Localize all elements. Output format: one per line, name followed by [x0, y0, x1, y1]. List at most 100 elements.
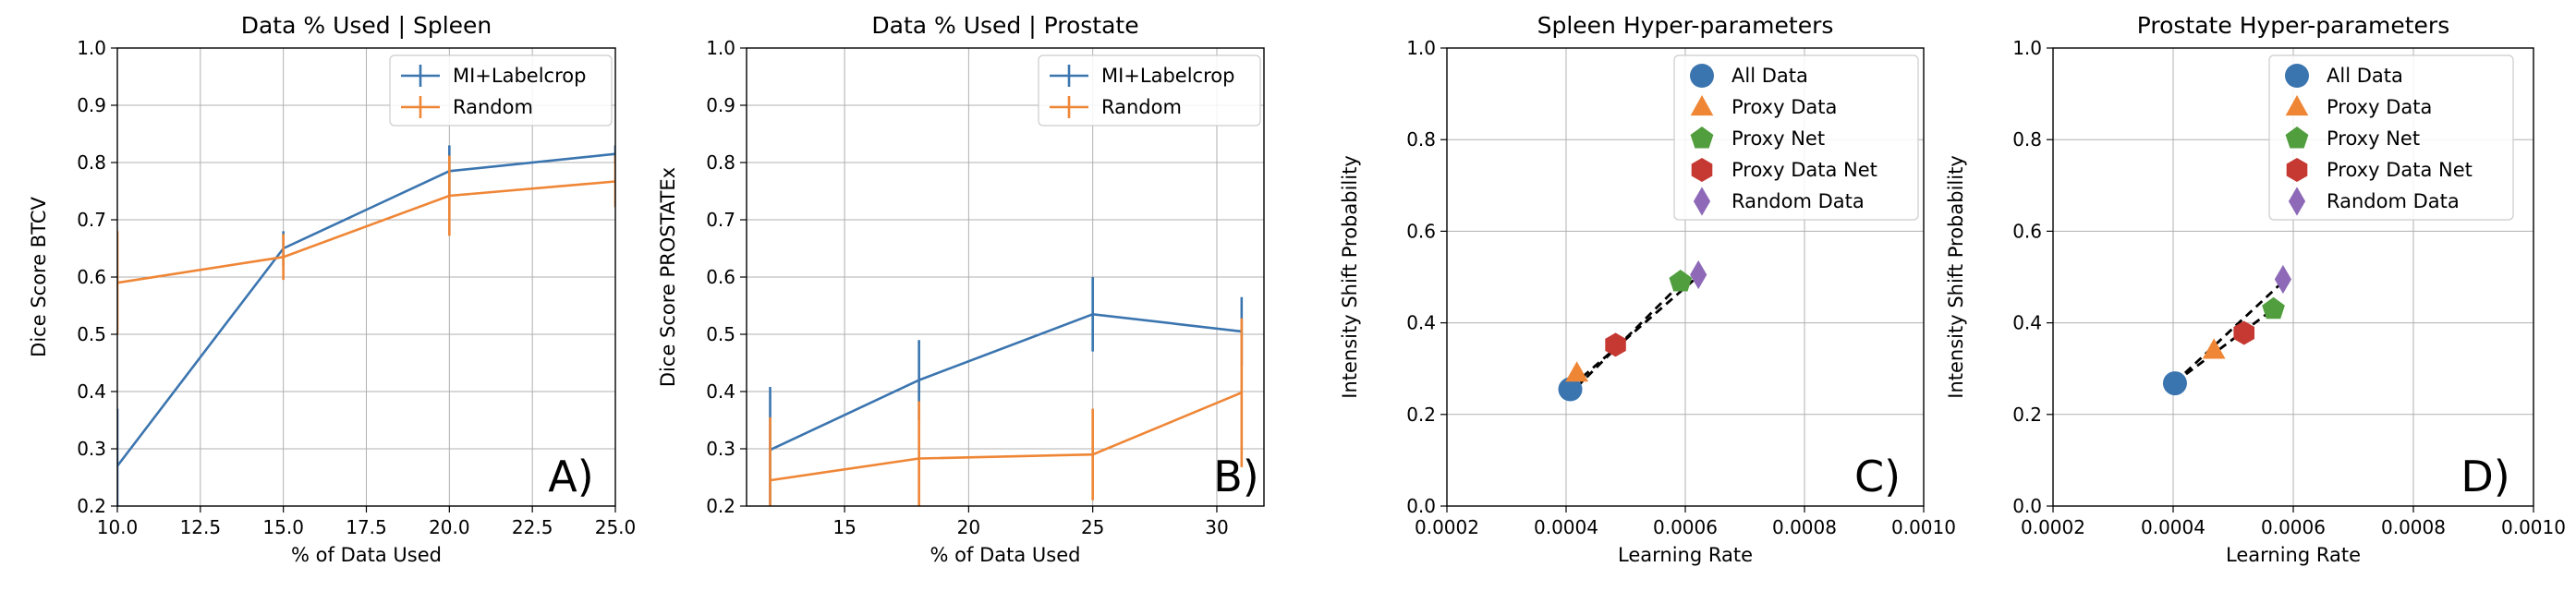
legend-label: MI+Labelcrop: [453, 65, 586, 87]
x-tick-label: 0.0010: [1891, 516, 1956, 538]
dashed-trend-line: [2173, 280, 2284, 384]
chart-panel-2: 15 20 25 30 0.2 0.3 0.4 0.5 0.6 0.7 0.8 0.9 1.0 Data …: [657, 12, 1265, 566]
legend-marker: [1690, 95, 1714, 116]
y-axis-label: Intensity Shift Probability: [1945, 155, 1967, 399]
legend-box: [389, 54, 613, 127]
legend-label: Proxy Data Net: [1732, 159, 1877, 181]
x-tick-label: 0.0002: [2021, 516, 2085, 538]
legend-label: Proxy Data Net: [2327, 159, 2473, 181]
legend-box: [2268, 54, 2514, 221]
legend: MI+Labelcrop Random: [389, 54, 613, 127]
y-tick-label: 0.0: [2012, 495, 2042, 517]
series-line-random: [117, 180, 615, 284]
y-tick-label: 0.2: [1406, 404, 1436, 426]
legend-label: Random Data: [1732, 190, 1865, 212]
y-tick-label: 1.0: [77, 37, 106, 59]
y-axis-label: Dice Score BTCV: [28, 197, 50, 357]
plot-area: [117, 145, 615, 506]
axes-frame: [1446, 47, 1925, 507]
plot-area: [1558, 259, 1707, 402]
chart-panel-3: 0.0002 0.0004 0.0006 0.0008 0.0010 0.0 0.2 0.4 0…: [1339, 12, 1956, 566]
scatter-point-proxy-data-net: [2233, 320, 2254, 345]
y-tick-label: 0.4: [1406, 312, 1436, 334]
chart-title: Data % Used | Spleen: [241, 12, 492, 39]
legend-box: [1038, 54, 1261, 127]
y-tick-label: 0.2: [77, 495, 106, 517]
panel-letter: D): [2461, 452, 2509, 501]
x-axis-label: Learning Rate: [1618, 544, 1753, 566]
x-tick-label: 25.0: [595, 516, 637, 538]
legend-label: MI+Labelcrop: [1101, 65, 1234, 87]
scatter-point-proxy-data: [1565, 361, 1588, 382]
y-tick-label: 0.2: [2012, 404, 2042, 426]
x-axis-label: Learning Rate: [2226, 544, 2361, 566]
x-tick-label: 25: [1081, 516, 1104, 538]
scatter-point-all-data: [1558, 377, 1583, 402]
legend-marker: [2286, 158, 2308, 182]
panel-letter: C): [1854, 452, 1901, 501]
legend-box: [1673, 54, 1919, 221]
legend-marker: [1691, 158, 1713, 182]
scatter-point-proxy-net: [1669, 270, 1693, 292]
legend-label: Proxy Net: [2327, 127, 2420, 150]
legend-marker: [1690, 64, 1714, 88]
y-tick-label: 1.0: [1406, 37, 1436, 59]
legend-label: Proxy Data: [1732, 96, 1837, 118]
x-tick-label: 0.0004: [2141, 516, 2205, 538]
legend-marker: [2288, 187, 2306, 216]
y-tick-label: 0.4: [2012, 312, 2042, 334]
x-tick-label: 30: [1205, 516, 1228, 538]
y-tick-label: 0.9: [77, 94, 106, 116]
x-tick-label: 20.0: [429, 516, 470, 538]
axes-frame: [746, 47, 1265, 507]
x-tick-label: 22.5: [512, 516, 553, 538]
scatter-point-random-data: [1690, 259, 1707, 290]
y-tick-label: 0.6: [77, 266, 106, 288]
x-tick-label: 0.0010: [2501, 516, 2566, 538]
y-tick-label: 1.0: [706, 37, 735, 59]
y-tick-label: 0.6: [1406, 220, 1436, 242]
y-axis-label: Dice Score PROSTATEx: [657, 167, 679, 387]
legend-marker: [2285, 64, 2309, 88]
legend-marker: [1690, 127, 1714, 149]
dashed-trend-line: [1571, 275, 1698, 388]
y-tick-label: 0.7: [77, 209, 106, 231]
legend-marker: [2285, 127, 2309, 149]
legend-marker: [2285, 95, 2309, 116]
dashed-trend-line: [2174, 308, 2275, 384]
x-tick-label: 10.0: [97, 516, 139, 538]
legend-label: All Data: [2327, 65, 2403, 87]
y-tick-label: 0.8: [1406, 128, 1436, 151]
y-tick-label: 0.5: [77, 323, 106, 345]
x-axis-label: % of Data Used: [291, 544, 442, 566]
legend-label: Proxy Net: [1732, 127, 1825, 150]
x-tick-label: 0.0008: [1772, 516, 1837, 538]
y-tick-label: 0.6: [2012, 220, 2042, 242]
chart-panel-4: 0.0002 0.0004 0.0006 0.0008 0.0010 0.0 0.2 0.4 0…: [1945, 12, 2566, 566]
y-tick-label: 0.9: [706, 94, 735, 116]
chart-title: Spleen Hyper-parameters: [1537, 12, 1834, 39]
scatter-point-random-data: [2274, 264, 2291, 295]
plot-area: [769, 277, 1244, 506]
x-tick-label: 15: [832, 516, 856, 538]
y-tick-label: 0.8: [77, 151, 106, 174]
y-tick-label: 0.2: [706, 495, 735, 517]
y-tick-label: 0.5: [706, 323, 735, 345]
chart-title: Prostate Hyper-parameters: [2137, 12, 2450, 39]
x-tick-label: 20: [957, 516, 980, 538]
legend: MI+Labelcrop Random: [1038, 54, 1261, 127]
y-tick-label: 0.8: [706, 151, 735, 174]
y-tick-label: 1.0: [2012, 37, 2042, 59]
scatter-point-all-data: [2162, 371, 2187, 396]
x-tick-label: 0.0002: [1415, 516, 1479, 538]
x-tick-label: 17.5: [346, 516, 387, 538]
scatter-point-proxy-data-net: [1605, 332, 1626, 357]
series-line-mi-labelcrop: [769, 312, 1242, 452]
legend-label: Random: [453, 96, 533, 118]
y-tick-label: 0.7: [706, 209, 735, 231]
panel-letter: B): [1213, 452, 1259, 501]
x-tick-label: 0.0008: [2381, 516, 2446, 538]
y-axis-label: Intensity Shift Probability: [1339, 155, 1361, 399]
axes-frame: [2052, 47, 2534, 507]
